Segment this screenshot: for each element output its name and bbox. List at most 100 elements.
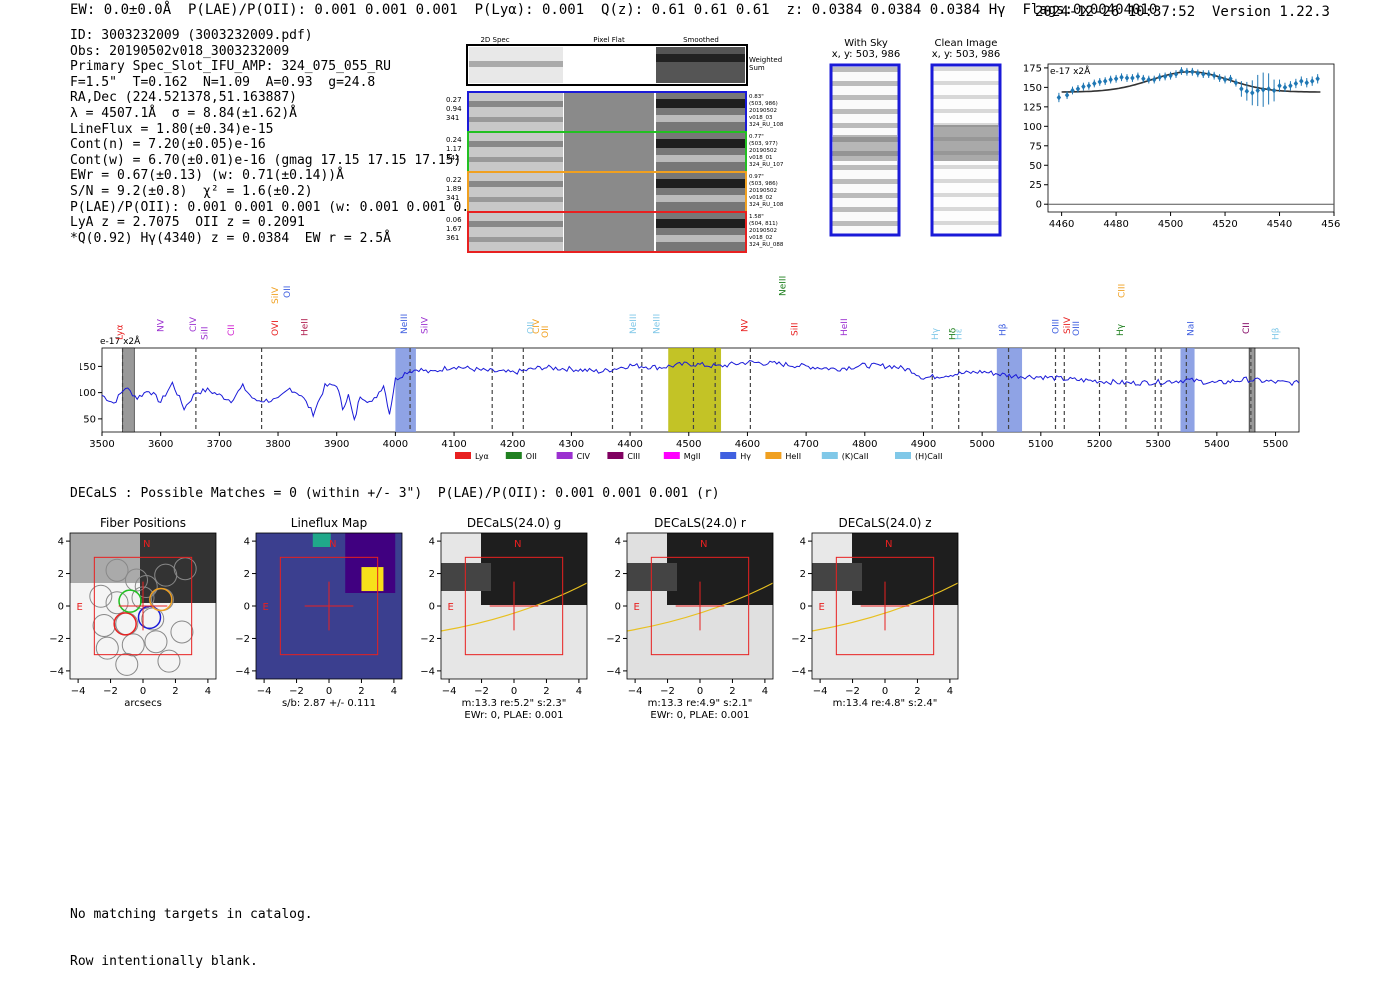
spectrum-ytick-label: 150 bbox=[80, 362, 96, 373]
info-line: Cont(n) = 7.20(±0.05)e-16 bbox=[70, 137, 266, 153]
panel-ytick-label: 4 bbox=[800, 537, 806, 548]
spectrum-xtick-label: 4500 bbox=[676, 439, 701, 450]
cutout-smoothed-band bbox=[656, 235, 745, 242]
spectral-line-label: OII bbox=[526, 322, 536, 334]
fiber-circle bbox=[134, 575, 158, 599]
spectrum-line bbox=[101, 360, 1300, 422]
panel-caption: arcsecs bbox=[124, 698, 162, 709]
legend-label: (H)CaII bbox=[915, 452, 942, 461]
lineflux-peak bbox=[361, 567, 384, 592]
panel-xtick-label: −2 bbox=[660, 686, 675, 697]
panel-ytick-label: 4 bbox=[58, 537, 64, 548]
panel-caption: m:13.3 re:4.9" s:2.1" bbox=[648, 698, 753, 709]
panel-caption-2: EWr: 0, PLAE: 0.001 bbox=[464, 710, 563, 721]
panel-xtick-label: 0 bbox=[326, 686, 332, 697]
spectral-line-label: OIII bbox=[1072, 321, 1082, 336]
info-line: λ = 4507.1Å σ = 8.84(±1.62)Å bbox=[70, 105, 297, 121]
compass-east: E bbox=[76, 602, 82, 613]
aperture-box bbox=[835, 556, 935, 656]
panel-xtick-label: 0 bbox=[511, 686, 517, 697]
zoom-data-point bbox=[1168, 72, 1173, 79]
decals-ellipse bbox=[440, 582, 588, 632]
legend-swatch bbox=[607, 452, 624, 459]
cutout-2dspec-band bbox=[469, 197, 563, 202]
cutout-row-right-label: 0.83" (503, 986) 20190502 v018_03 324_RU_108 bbox=[749, 94, 784, 128]
spectrum-xtick-label: 4900 bbox=[911, 439, 936, 450]
info-line: LyA z = 2.7075 OII z = 0.2091 bbox=[70, 215, 305, 231]
cutout-pixelflat bbox=[564, 213, 654, 251]
legend-swatch bbox=[505, 452, 522, 459]
panel-ytick-label: 4 bbox=[615, 537, 621, 548]
zoom-data-point bbox=[1233, 79, 1239, 86]
cutout-row: 0.24 1.17 342 0.77" (503, 977) 20190502 v018_0… bbox=[446, 131, 784, 173]
panel-ytick-label: −4 bbox=[420, 666, 435, 677]
cutout-title-2dspec: 2D Spec bbox=[480, 36, 509, 44]
cutout-row-left-label: 0.06 1.67 361 bbox=[446, 216, 462, 242]
sky-panels bbox=[829, 63, 1002, 237]
aperture-box bbox=[650, 556, 750, 656]
info-line: Primary Spec_Slot_IFU_AMP: 324_075_055_R… bbox=[70, 59, 391, 75]
zoom-ytick-label: 125 bbox=[1023, 102, 1042, 113]
spectral-line-label: HeII bbox=[300, 318, 310, 336]
spectral-line-label: NV bbox=[157, 318, 167, 332]
panel-ytick-label: 0 bbox=[244, 602, 250, 613]
fiber-circle bbox=[95, 636, 119, 660]
zoom-data-point bbox=[1119, 74, 1124, 81]
spectrum-xtick-label: 5100 bbox=[1028, 439, 1053, 450]
cutout-row: 0.06 1.67 361 1.58" (504, 811) 20190502 v018_0… bbox=[446, 211, 784, 253]
cutout-pixelflat bbox=[564, 93, 654, 131]
spectral-line-label: NV bbox=[740, 318, 750, 332]
legend-swatch bbox=[455, 452, 471, 459]
spectral-line-label: OII bbox=[541, 326, 551, 338]
decals-source-dark bbox=[667, 533, 773, 605]
panel-caption: m:13.4 re:4.8" s:2.4" bbox=[833, 698, 938, 709]
panel-ytick-label: −2 bbox=[235, 634, 250, 645]
legend-label: Lyα bbox=[475, 452, 489, 461]
weighted-sum-smoothed bbox=[656, 47, 745, 83]
fiber-circle bbox=[105, 591, 129, 615]
spectral-line-label: NeIII bbox=[779, 276, 789, 296]
panel-ytick-label: 2 bbox=[800, 569, 806, 580]
panel-title: Fiber Positions bbox=[100, 516, 186, 530]
zoom-xtick-label: 4500 bbox=[1158, 219, 1183, 230]
zoom-axes bbox=[1047, 63, 1335, 213]
spectral-line-label: Hδ bbox=[949, 327, 959, 340]
panel-xtick-label: 2 bbox=[172, 686, 178, 697]
zoom-ytick-label: 75 bbox=[1029, 141, 1042, 152]
zoom-data-point bbox=[1179, 68, 1184, 75]
zoom-ytick-label: 25 bbox=[1029, 180, 1042, 191]
cutout-row-right-label: 1.58" (504, 811) 20190502 v018_02 324_RU_088 bbox=[749, 214, 784, 248]
with-sky-image bbox=[829, 63, 901, 237]
cutout-2dspec-band bbox=[469, 237, 563, 242]
cutout-2dspec bbox=[469, 133, 563, 171]
cutout-row-right-label: 0.77" (503, 977) 20190502 v018_01 324_RU_107 bbox=[749, 134, 784, 168]
decals-source-dark bbox=[481, 533, 587, 605]
decals-source-edge bbox=[812, 563, 862, 591]
cutout-row-right-label: 0.97" (503, 986) 20190502 v018_02 324_RU_108 bbox=[749, 174, 784, 208]
panel-ytick-label: −4 bbox=[791, 666, 806, 677]
footer-line-1: No matching targets in catalog. bbox=[70, 907, 313, 922]
spectral-line-label: Hγ bbox=[1116, 323, 1126, 336]
spectrum-highlight-band bbox=[668, 348, 722, 432]
compass-north: N bbox=[329, 539, 336, 550]
spectrum-masked-band bbox=[1248, 347, 1256, 433]
panel-ytick-label: −2 bbox=[49, 634, 64, 645]
clean-image-title: Clean Image bbox=[934, 38, 998, 49]
panel-ytick-label: 0 bbox=[58, 602, 64, 613]
info-line: Cont(w) = 6.70(±0.01)e-16 (gmag 17.15 17… bbox=[70, 152, 462, 168]
zoom-xtick-label: 4540 bbox=[1267, 219, 1292, 230]
cutout-2dspec-band bbox=[469, 157, 563, 162]
imaging-panel: Lineflux Map N E −4 −2 0 2 4 −4 −2 0 2 4 s/b: 2.87 +/… bbox=[235, 516, 403, 709]
spectral-line-label: CII bbox=[1242, 322, 1252, 334]
legend-swatch bbox=[821, 452, 838, 459]
panel-xtick-label: 4 bbox=[205, 686, 211, 697]
with-sky-title: With Sky bbox=[844, 38, 888, 49]
panel-ytick-label: 0 bbox=[429, 602, 435, 613]
fiber-circle bbox=[144, 630, 168, 654]
zoom-data-point bbox=[1201, 71, 1206, 78]
spectrum-xtick-label: 4200 bbox=[500, 439, 525, 450]
spectral-line-label: Hγ bbox=[931, 327, 941, 340]
spectrum-highlight-band bbox=[996, 348, 1023, 432]
imaging-panel: DECaLS(24.0) z N E −4 −2 0 2 4 −4 −2 0 2 4 m:13.4 re:… bbox=[791, 516, 959, 709]
panel-xtick-label: 4 bbox=[762, 686, 768, 697]
